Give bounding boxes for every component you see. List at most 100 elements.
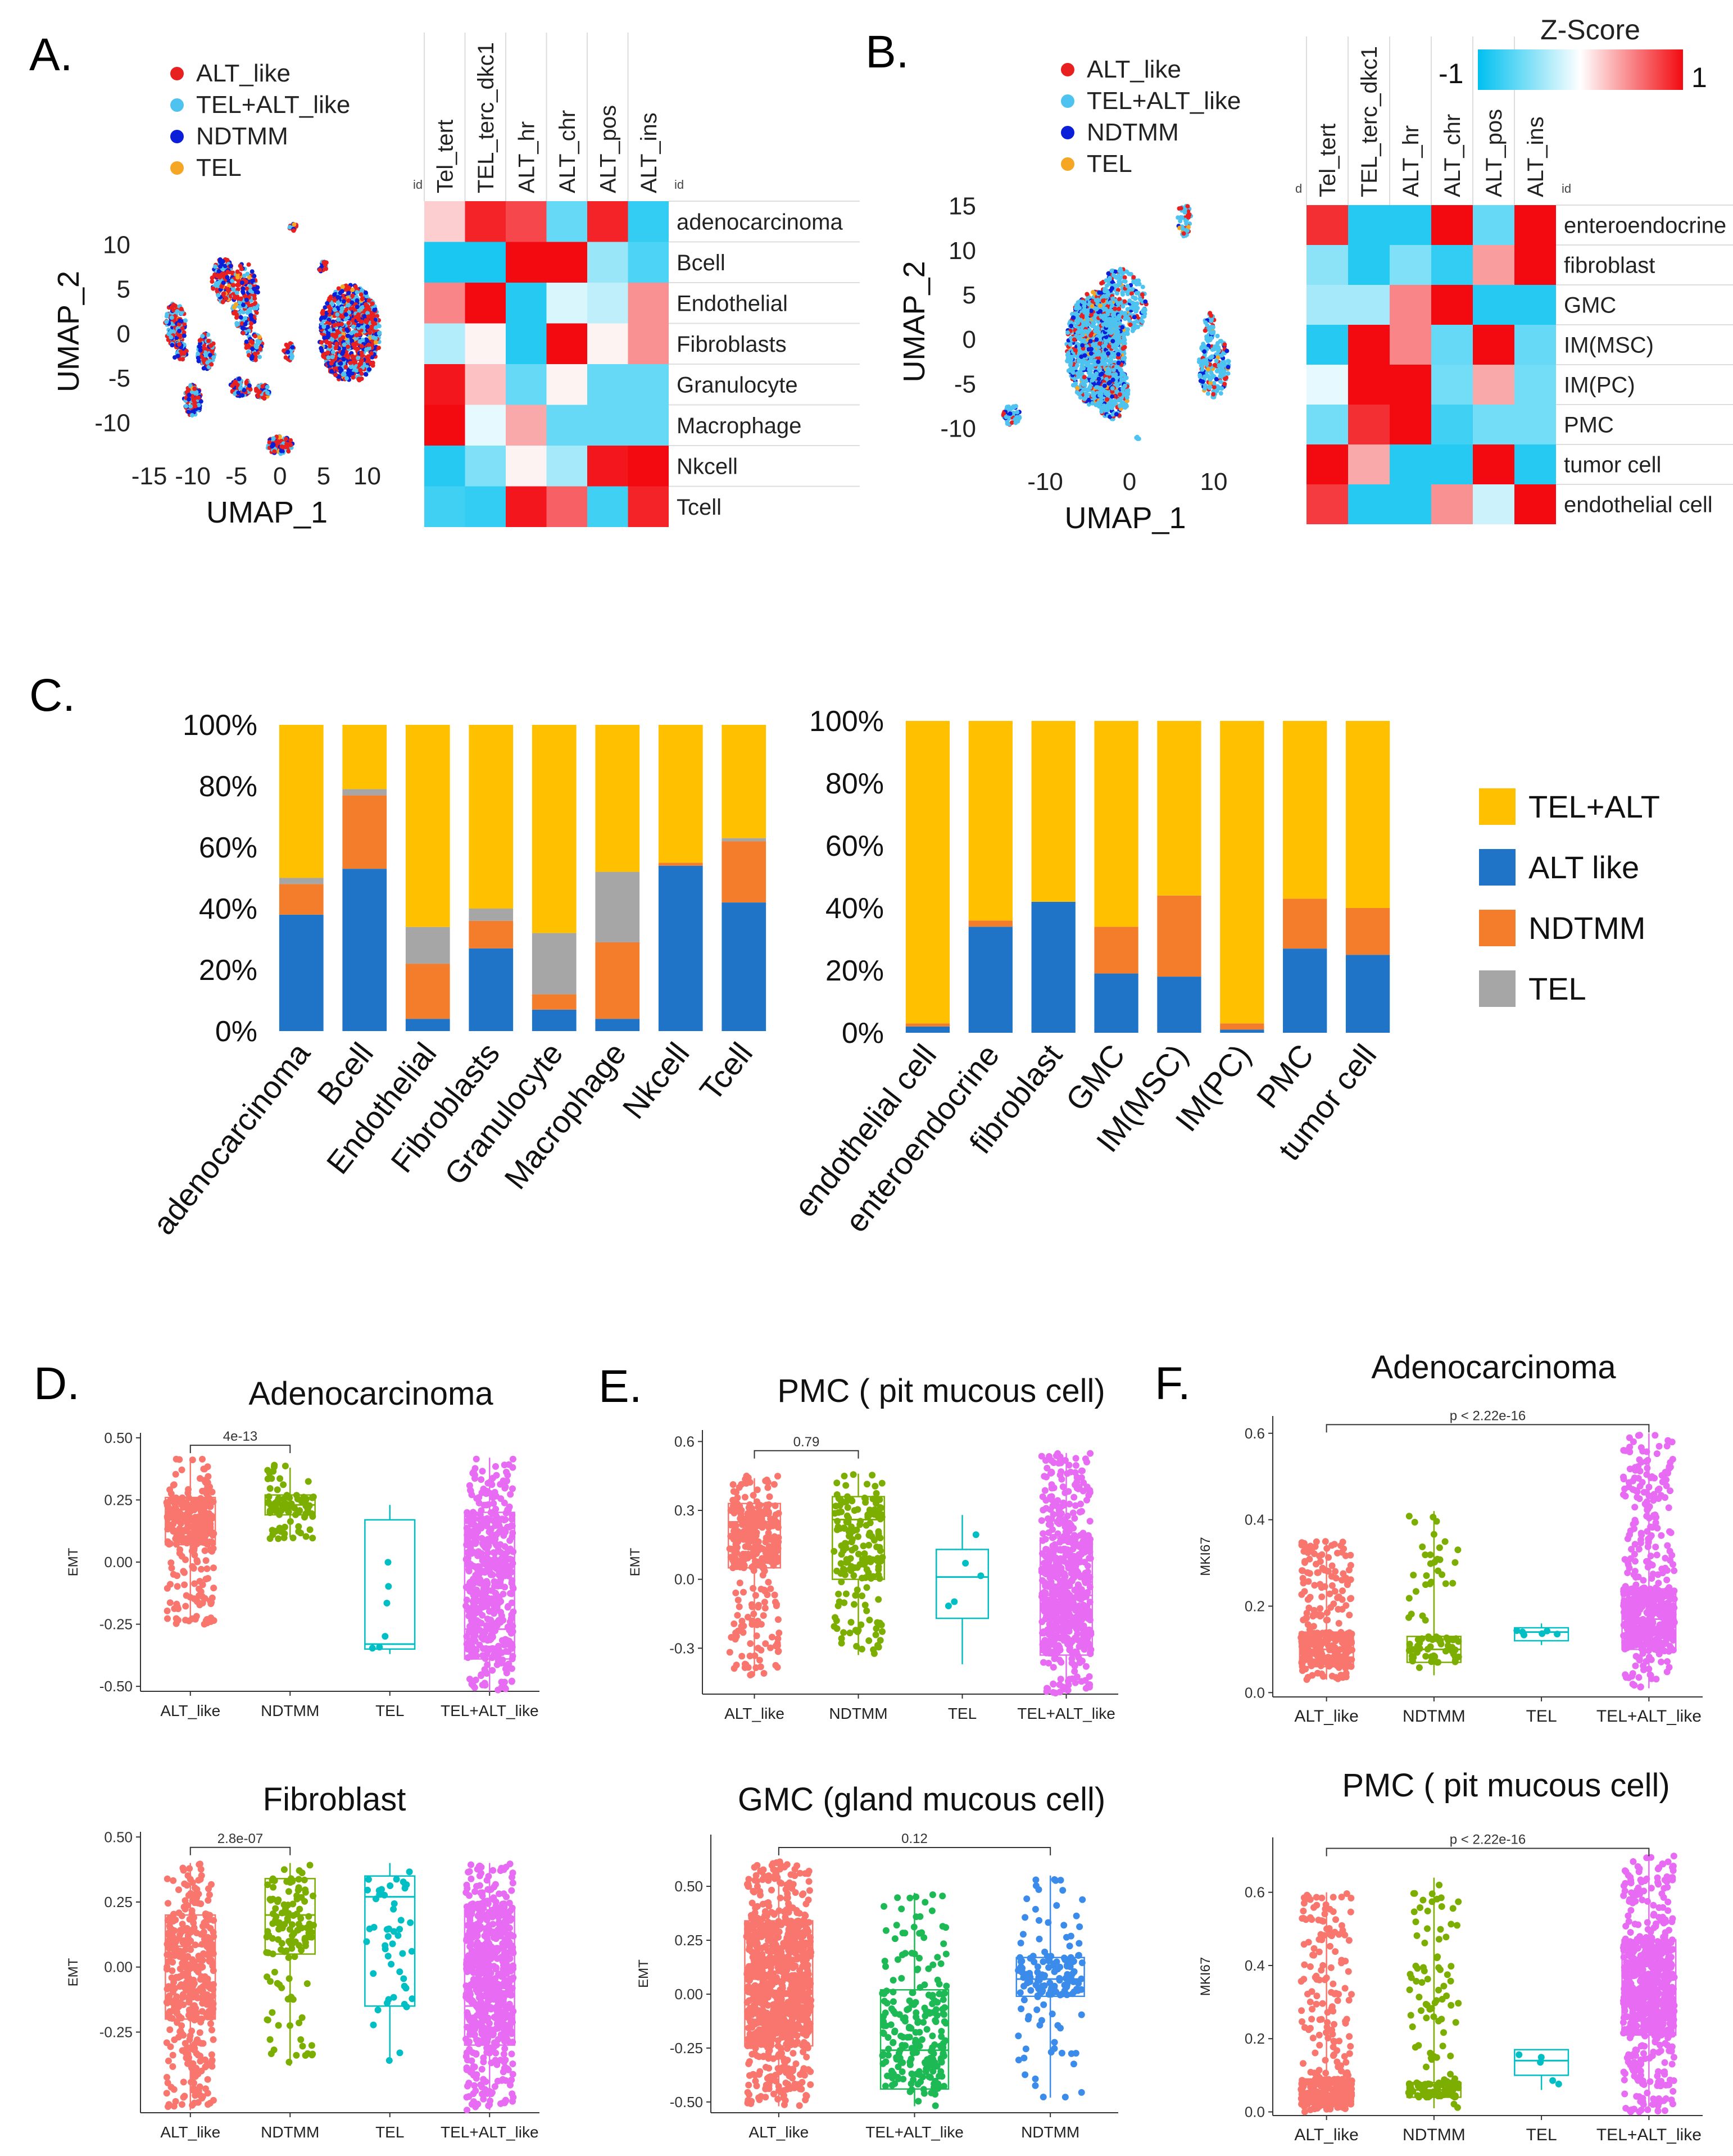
data-point — [167, 1581, 174, 1588]
heatmap-cell — [1306, 205, 1348, 245]
row-label-5: PMC — [1564, 413, 1614, 438]
category-label-7: Tcell — [693, 1036, 760, 1107]
umap-point — [358, 367, 363, 373]
data-point — [269, 1531, 276, 1538]
umap-point — [1080, 299, 1085, 305]
x-tick-2: -5 — [225, 462, 247, 490]
heatmap-cell — [1348, 484, 1390, 524]
heatmap-cell — [628, 446, 669, 487]
umap-point — [357, 332, 362, 337]
umap-point — [330, 350, 335, 355]
umap-point — [1115, 282, 1120, 287]
points-2 — [369, 1559, 392, 1652]
umap-point — [1209, 330, 1214, 335]
umap-point — [1116, 352, 1121, 357]
umap-point — [238, 264, 243, 269]
y-tick-0: 0% — [842, 1017, 884, 1050]
bar-telalt-1 — [968, 721, 1013, 921]
umap-point — [1131, 294, 1136, 299]
umap-point — [1140, 319, 1145, 324]
umap-point — [1107, 320, 1112, 325]
heatmap-cell — [1514, 205, 1556, 245]
umap-point — [1097, 341, 1103, 346]
umap-point — [355, 347, 360, 352]
umap-a-cluster-12 — [282, 341, 296, 362]
heatmap-cell — [587, 283, 628, 324]
umap-point — [1013, 420, 1018, 425]
y-tick-5: 100% — [809, 705, 884, 738]
umap-point — [1105, 397, 1109, 402]
umap-point — [1069, 355, 1074, 360]
umap-point — [225, 270, 230, 274]
umap-point — [319, 340, 324, 345]
heatmap-cell — [1473, 365, 1514, 405]
umap-a-cluster-10 — [317, 260, 329, 274]
umap-point — [364, 347, 369, 352]
col-label-5: ALT_ins — [1523, 116, 1548, 197]
heatmap-cell — [465, 242, 506, 283]
panel-letter-b: B. — [865, 26, 909, 78]
umap-point — [237, 376, 242, 382]
heatmap-cell — [424, 242, 465, 283]
heatmap-cell — [1306, 484, 1348, 524]
umap-point — [249, 321, 254, 326]
umap-point — [360, 305, 365, 310]
umap-point — [176, 332, 181, 337]
heatmap-cell — [1514, 325, 1556, 365]
x-tick-1: NDTMM — [261, 1702, 319, 1719]
row-label-4: Granulocyte — [677, 373, 798, 397]
y-tick-2: 5 — [963, 282, 976, 309]
bar-altlike-6 — [658, 865, 703, 1031]
umap-point — [1120, 325, 1125, 330]
bar-ndtmm-0 — [905, 1023, 950, 1027]
umap-point — [1218, 391, 1223, 396]
umap-point — [209, 343, 214, 348]
umap-point — [182, 351, 187, 356]
heatmap-cell — [506, 283, 547, 324]
umap-point — [1181, 231, 1186, 236]
legend-dot-1 — [170, 98, 184, 112]
umap-point — [243, 294, 248, 299]
umap-point — [224, 296, 229, 301]
heatmap-cell — [1514, 245, 1556, 285]
umap-point — [1101, 403, 1106, 408]
y-tick-4: 80% — [825, 768, 884, 800]
data-point — [165, 1504, 172, 1512]
y-tick-1: 10 — [949, 237, 976, 265]
heatmap-cell — [1514, 285, 1556, 325]
umap-point — [230, 278, 235, 283]
umap-point — [346, 371, 351, 375]
y-tick-2: 40% — [199, 893, 257, 925]
umap-point — [1099, 399, 1104, 404]
umap-point — [1117, 269, 1122, 274]
umap-point — [191, 398, 196, 403]
umap-point — [197, 338, 202, 343]
umap-a-cluster-9 — [287, 221, 298, 233]
bar-telalt-5 — [595, 725, 640, 872]
umap-point — [244, 339, 249, 344]
heatmap-cell — [1306, 285, 1348, 325]
y-axis-label: UMAP_2 — [52, 271, 85, 392]
umap-point — [1203, 328, 1208, 333]
heatmap-cell — [628, 405, 669, 446]
umap-point — [1092, 325, 1097, 330]
heatmap-cell — [1348, 285, 1390, 325]
data-point — [175, 1518, 182, 1524]
data-point — [385, 1583, 392, 1590]
data-point — [172, 1504, 179, 1512]
umap-point — [359, 319, 364, 324]
umap-point — [369, 361, 374, 366]
umap-point — [1132, 315, 1137, 320]
zscore-gradient-bar — [1478, 49, 1683, 90]
umap-point — [255, 285, 260, 290]
bar-altlike-3 — [469, 948, 514, 1031]
umap-point — [1115, 301, 1120, 306]
umap-point — [366, 307, 371, 311]
x-tick-0: -15 — [131, 462, 167, 490]
umap-point — [1200, 367, 1205, 372]
umap-point — [341, 371, 346, 376]
heatmap-cell — [1348, 325, 1390, 365]
umap-point — [339, 321, 344, 326]
umap-point — [1222, 342, 1227, 347]
umap-point — [1120, 386, 1126, 391]
